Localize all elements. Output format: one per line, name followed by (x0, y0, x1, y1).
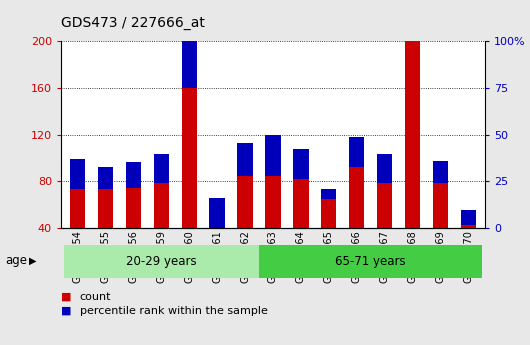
Text: 20-29 years: 20-29 years (126, 255, 197, 268)
Bar (321, 189, 337, 199)
Text: ▶: ▶ (29, 256, 37, 265)
Bar (64, 245, 259, 278)
Bar (70, 189, 85, 228)
Bar (432, 161, 448, 184)
Text: age: age (5, 254, 28, 267)
Bar (126, 162, 141, 188)
Bar (237, 176, 253, 228)
Bar (405, 0, 420, 41)
Bar (461, 225, 476, 228)
Text: ■: ■ (61, 306, 72, 316)
Bar (259, 245, 482, 278)
Bar (237, 143, 253, 176)
Bar (405, 41, 420, 228)
Bar (349, 167, 364, 228)
Bar (293, 179, 308, 228)
Bar (293, 149, 308, 179)
Bar (98, 189, 113, 228)
Bar (266, 136, 280, 176)
Bar (432, 184, 448, 228)
Bar (98, 167, 113, 189)
Bar (266, 176, 280, 228)
Text: count: count (80, 292, 111, 302)
Bar (126, 188, 141, 228)
Bar (461, 210, 476, 225)
Text: 65-71 years: 65-71 years (335, 255, 406, 268)
Bar (182, 10, 197, 88)
Bar (154, 184, 169, 228)
Text: GDS473 / 227666_at: GDS473 / 227666_at (61, 16, 205, 30)
Bar (377, 154, 392, 184)
Bar (209, 198, 225, 228)
Bar (70, 159, 85, 189)
Text: ■: ■ (61, 292, 72, 302)
Bar (154, 154, 169, 184)
Bar (377, 184, 392, 228)
Text: percentile rank within the sample: percentile rank within the sample (80, 306, 267, 316)
Bar (349, 137, 364, 167)
Bar (321, 199, 337, 228)
Bar (182, 88, 197, 228)
